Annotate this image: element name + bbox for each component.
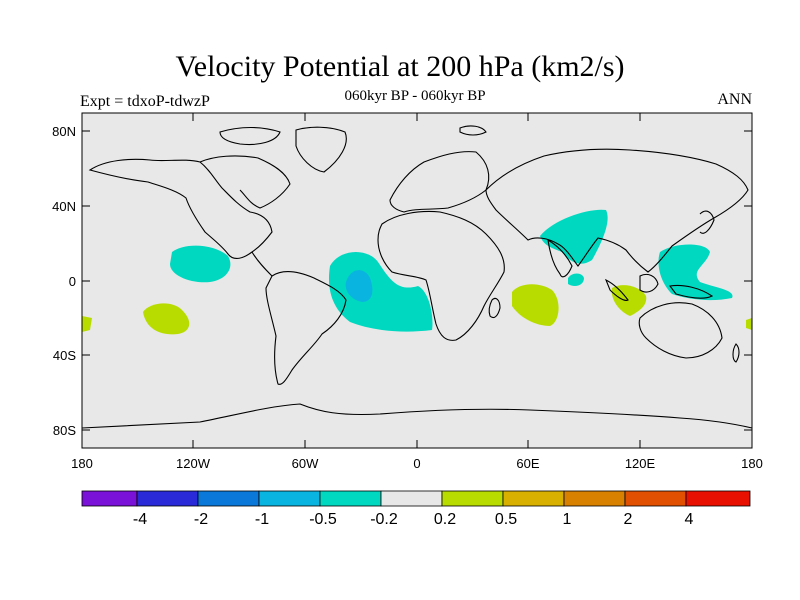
lat-label: 40S [53,348,76,363]
coast-japan [699,210,715,234]
colorbar-swatch [81,490,138,507]
lat-tick-80s: 80S [53,423,752,438]
coast-svalbard [459,125,487,136]
lon-tick-60w: 60W [292,113,319,471]
longitude-axis: 180 120W 60W 0 60E 120E 180 [71,113,763,471]
lon-label: 60W [292,456,319,471]
coast-borneo [639,273,659,293]
map-subtitle: 060kyr BP - 060kyr BP [344,88,486,104]
coast-central-america [251,251,273,277]
anomaly-shading [82,209,752,335]
coast-antarctica [81,403,753,429]
colorbar-swatch [502,490,565,507]
experiment-label: Expt = tdxoP-tdwzP [80,93,210,110]
negative-region-central-pacific [170,245,231,283]
season-label: ANN [717,91,752,108]
coast-arctic-islands [219,126,281,146]
coast-madagascar [488,297,501,319]
colorbar-label: -1 [255,511,269,528]
coast-africa [377,210,505,341]
colorbar-swatch [624,490,687,507]
lon-label: 180 [741,456,763,471]
colorbar-swatch [319,490,382,507]
coast-canada-east [199,155,291,209]
colorbar-swatch [380,490,443,507]
lon-tick-180w: 180 [71,456,93,471]
coastlines [81,125,753,429]
lat-label: 80N [52,124,76,139]
negative-region-arabia [540,209,608,264]
lon-tick-180e: 180 [741,456,763,471]
coast-north-america [88,158,273,260]
colorbar-swatch [136,490,199,507]
colorbar-label: 1 [563,511,572,528]
coast-india [547,238,573,278]
coast-south-america [265,270,347,385]
colorbar: -4 -2 -1 -0.5 -0.2 0.2 0.5 1 2 4 [81,490,751,528]
negative-region-west-pacific [658,244,733,301]
colorbar-swatch [441,490,504,507]
positive-region-south-pacific [143,303,190,335]
lon-label: 180 [71,456,93,471]
lon-tick-60e: 60E [516,113,540,471]
lon-label: 120E [625,456,656,471]
negative-core-atlantic [345,270,373,302]
colorbar-label: -4 [133,511,147,528]
colorbar-label: -0.2 [370,511,398,528]
lat-tick-40n: 40N [52,199,752,214]
colorbar-label: -2 [194,511,208,528]
lat-label: 80S [53,423,76,438]
colorbar-label: 0.2 [434,511,456,528]
lat-label: 40N [52,199,76,214]
coast-australia [638,302,723,359]
colorbar-label: -0.5 [309,511,337,528]
colorbar-swatch [563,490,626,507]
positive-region-west-edge [82,316,92,332]
lat-tick-0: 0 [69,274,752,289]
coast-greenland [295,126,347,173]
coast-new-guinea [669,284,714,299]
coast-new-zealand [732,343,740,363]
lon-label: 60E [516,456,539,471]
colorbar-label: 4 [685,511,694,528]
lon-label: 0 [413,456,420,471]
lat-label: 0 [69,274,76,289]
lon-tick-120e: 120E [625,113,656,471]
lat-tick-40s: 40S [53,348,752,363]
lon-label: 120W [176,456,211,471]
lat-tick-80n: 80N [52,124,752,139]
colorbar-label: 2 [624,511,633,528]
colorbar-swatch [258,490,321,507]
lon-tick-0: 0 [413,113,421,471]
colorbar-swatch [197,490,260,507]
positive-region-indian-ocean [512,284,559,326]
negative-region-indian-small [568,273,584,286]
positive-region-indonesia [611,285,647,316]
latitude-axis: 80N 40N 0 40S 80S [52,124,752,438]
coast-asia [485,148,749,273]
coast-sumatra [604,278,629,301]
positive-region-east-edge [746,318,752,330]
lon-tick-120w: 120W [176,113,211,471]
map-background [82,113,752,448]
colorbar-label: 0.5 [495,511,517,528]
colorbar-swatch [685,490,751,507]
map-title: Velocity Potential at 200 hPa (km2/s) [175,50,625,83]
